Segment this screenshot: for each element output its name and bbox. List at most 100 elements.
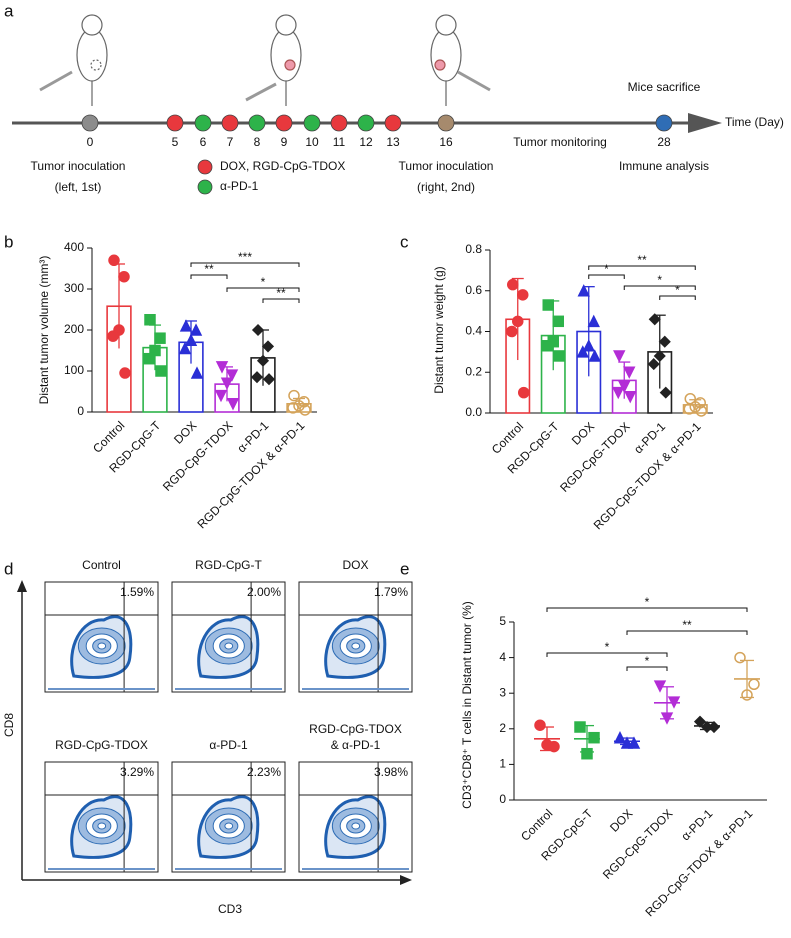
flow-percent: 1.79% xyxy=(374,585,408,599)
significance-label: *** xyxy=(238,250,252,264)
timeline-day: 28 xyxy=(657,135,671,149)
data-point xyxy=(574,721,586,733)
flow-title: RGD-CpG-T xyxy=(195,558,262,572)
x-tick-label: RGD-CpG-TDOX xyxy=(600,806,675,881)
data-point xyxy=(613,731,627,744)
timeline-day: 16 xyxy=(439,135,453,149)
flow-percent: 2.23% xyxy=(247,765,281,779)
flow-y-label: CD8 xyxy=(2,713,16,737)
timeline-day: 9 xyxy=(281,135,288,149)
data-point xyxy=(658,335,671,348)
data-point xyxy=(534,719,546,731)
data-point xyxy=(695,405,707,417)
data-point xyxy=(542,299,554,311)
flow-contour xyxy=(97,642,107,650)
data-point xyxy=(119,367,131,379)
panel-label: a xyxy=(4,1,14,20)
data-point xyxy=(155,365,167,377)
timeline-dot xyxy=(437,114,455,132)
timeline-dot xyxy=(303,114,321,132)
y-tick-label: 300 xyxy=(64,281,84,295)
y-tick-label: 0 xyxy=(77,404,84,418)
data-point xyxy=(618,380,631,394)
timeline-dot xyxy=(81,114,99,132)
significance-bracket xyxy=(588,274,625,279)
data-point xyxy=(623,366,636,379)
flow-contour xyxy=(224,822,234,830)
y-tick-label: 0.8 xyxy=(465,242,482,256)
significance-label: ** xyxy=(682,618,692,632)
flow-percent: 3.29% xyxy=(120,765,154,779)
legend-dot xyxy=(197,179,213,195)
data-point xyxy=(506,325,518,338)
y-tick-label: 200 xyxy=(64,322,84,336)
data-point xyxy=(189,323,203,336)
flow-title: DOX xyxy=(342,558,368,572)
data-point xyxy=(577,284,590,297)
data-point xyxy=(293,400,305,412)
data-point xyxy=(741,689,753,701)
data-point xyxy=(734,651,746,664)
flow-contour xyxy=(97,822,107,830)
panel-label: b xyxy=(4,232,13,251)
significance-label: * xyxy=(261,275,266,289)
data-point xyxy=(225,369,239,382)
y-tick-label: 0.0 xyxy=(465,405,482,419)
data-point xyxy=(507,278,519,291)
flow-contour xyxy=(351,642,361,650)
flow-contour xyxy=(351,822,361,830)
data-point xyxy=(653,349,666,363)
data-point xyxy=(250,371,264,384)
data-point xyxy=(512,315,524,328)
timeline-dot xyxy=(357,114,375,132)
significance-label: * xyxy=(675,283,680,297)
significance-bracket xyxy=(546,607,748,612)
data-point xyxy=(154,332,166,344)
data-point xyxy=(582,339,595,352)
timeline-dot xyxy=(166,114,184,132)
flow-contour xyxy=(224,642,234,650)
event-label: Immune analysis xyxy=(619,159,709,173)
timeline-axis-label: Time (Day) xyxy=(725,115,784,129)
data-point xyxy=(178,341,192,355)
y-tick-label: 4 xyxy=(499,650,506,664)
data-point xyxy=(659,386,672,399)
data-point xyxy=(226,398,240,411)
legend-dot xyxy=(197,159,213,175)
flow-title: RGD-CpG-TDOX xyxy=(55,738,148,752)
data-point xyxy=(288,389,300,402)
event-label: Tumor inoculation xyxy=(31,159,126,173)
data-point xyxy=(215,361,229,374)
data-point xyxy=(149,344,161,357)
data-point xyxy=(588,349,601,362)
data-point xyxy=(184,333,198,346)
data-point xyxy=(613,350,626,363)
data-point xyxy=(214,389,228,403)
x-tick-label: Control xyxy=(518,806,555,843)
data-point xyxy=(700,720,714,734)
y-axis-title: CD3⁺CD8⁺ T cells in Distant tumor (%) xyxy=(460,601,474,809)
timeline-dot xyxy=(384,114,402,132)
y-tick-label: 2 xyxy=(499,721,506,735)
y-tick-label: 0.4 xyxy=(465,324,482,338)
data-point xyxy=(518,386,530,399)
y-tick-label: 0.2 xyxy=(465,364,482,378)
data-point xyxy=(287,402,299,414)
timeline-day: 7 xyxy=(227,135,234,149)
y-tick-label: 400 xyxy=(64,240,84,254)
significance-label: * xyxy=(645,654,650,668)
data-point xyxy=(256,354,270,367)
timeline-dot xyxy=(221,114,239,132)
data-point xyxy=(588,731,600,744)
significance-bracket xyxy=(226,287,300,292)
data-point xyxy=(553,350,565,362)
event-label: (right, 2nd) xyxy=(417,180,475,194)
event-label: (left, 1st) xyxy=(55,180,102,194)
data-point xyxy=(552,315,564,328)
data-point xyxy=(251,323,265,337)
flow-percent: 3.98% xyxy=(374,765,408,779)
timeline-day: 6 xyxy=(200,135,207,149)
significance-bracket xyxy=(626,666,668,671)
significance-bracket xyxy=(190,274,228,279)
